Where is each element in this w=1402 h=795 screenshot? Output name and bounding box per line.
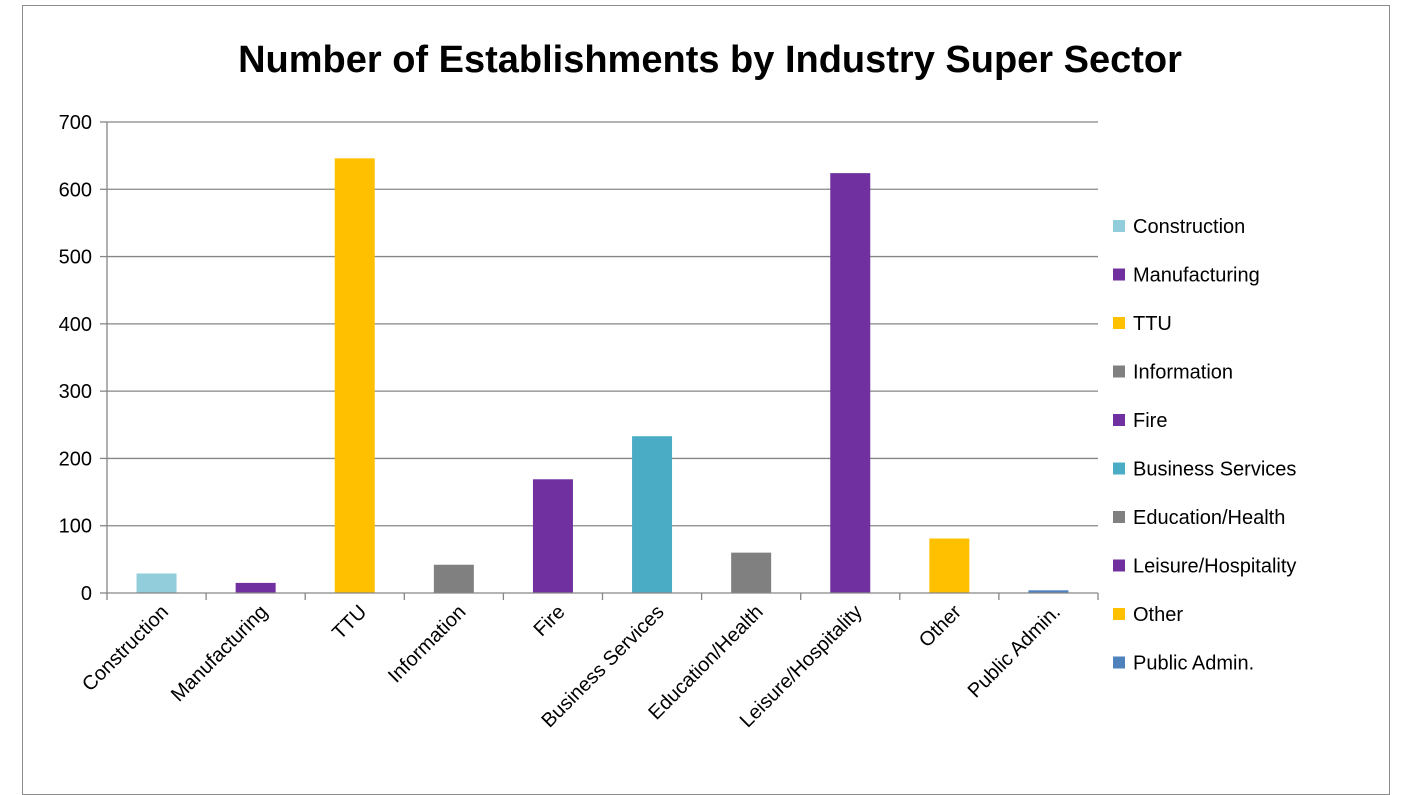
bar xyxy=(532,479,573,593)
bar xyxy=(433,564,474,593)
legend-swatch xyxy=(1113,608,1125,620)
legend-label: Education/Health xyxy=(1133,507,1285,529)
legend-label: Information xyxy=(1133,362,1233,384)
chart-title: Number of Establishments by Industry Sup… xyxy=(238,39,1182,81)
legend-swatch xyxy=(1113,559,1125,572)
legend-label: Other xyxy=(1133,604,1183,626)
x-tick-label: Manufacturing xyxy=(167,601,272,706)
legend-label: Construction xyxy=(1133,216,1245,238)
y-tick-label: 200 xyxy=(59,448,92,470)
legend-label: Public Admin. xyxy=(1133,653,1254,675)
y-tick-label: 700 xyxy=(59,112,92,134)
y-tick-label: 600 xyxy=(59,179,92,201)
legend-swatch xyxy=(1113,462,1125,475)
x-tick-label: TTU xyxy=(328,601,371,644)
x-tick-label: Public Admin. xyxy=(964,601,1065,702)
legend: Construction Manufacturing TTU Information F… xyxy=(1113,216,1296,675)
y-tick-label: 100 xyxy=(59,516,92,538)
y-tick-label: 0 xyxy=(81,583,92,605)
legend-swatch xyxy=(1113,414,1125,426)
x-tick-label: Information xyxy=(384,601,470,687)
legend-label: Fire xyxy=(1133,410,1167,432)
legend-swatch xyxy=(1113,365,1125,378)
bar xyxy=(830,173,871,593)
y-tick-label: 300 xyxy=(59,381,92,403)
legend-label: TTU xyxy=(1133,313,1172,335)
bar xyxy=(929,538,970,593)
bars xyxy=(136,158,1069,593)
legend-swatch xyxy=(1113,317,1125,329)
bar xyxy=(1028,590,1069,593)
y-tick-label: 400 xyxy=(59,314,92,336)
legend-swatch xyxy=(1113,268,1125,281)
legend-swatch xyxy=(1113,656,1125,669)
legend-label: Leisure/Hospitality xyxy=(1133,556,1296,578)
bar xyxy=(632,436,673,593)
gridlines xyxy=(107,121,1098,527)
bar xyxy=(136,573,177,593)
chart-frame xyxy=(22,5,1390,795)
bar xyxy=(731,552,772,593)
y-tick-label: 500 xyxy=(59,247,92,269)
bar xyxy=(334,158,375,593)
x-tick-label: Fire xyxy=(530,601,570,641)
legend-swatch xyxy=(1113,220,1125,232)
legend-swatch xyxy=(1113,511,1125,523)
y-axis: 0 100 200 300 400 500 600 700 xyxy=(59,112,108,605)
legend-label: Manufacturing xyxy=(1133,265,1260,287)
bar xyxy=(235,582,276,593)
x-tick-label: Other xyxy=(915,601,966,652)
x-tick-label: Construction xyxy=(78,601,173,696)
legend-label: Business Services xyxy=(1133,459,1296,481)
